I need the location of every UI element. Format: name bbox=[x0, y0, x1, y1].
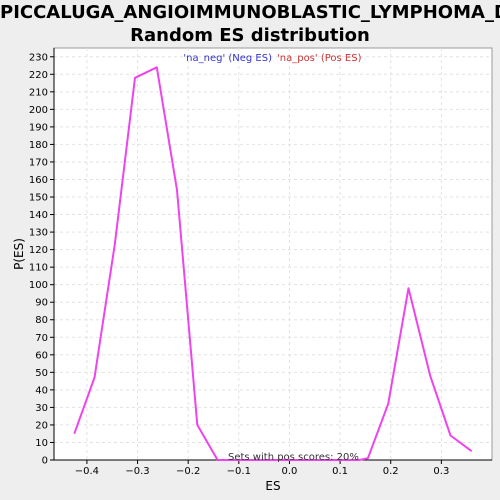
y-tick-label: 30 bbox=[35, 403, 48, 414]
series bbox=[73, 66, 473, 461]
y-axis-label: P(ES) bbox=[12, 238, 26, 270]
y-tick-label: 110 bbox=[29, 263, 48, 274]
y-tick-label: 70 bbox=[35, 333, 48, 344]
x-tick-label: −0.2 bbox=[176, 466, 200, 477]
y-tick-label: 120 bbox=[29, 245, 48, 256]
y-tick-label: 210 bbox=[29, 87, 48, 98]
y-tick-label: 130 bbox=[29, 228, 48, 239]
pos-scores-annotation: Sets with pos scores: 20% bbox=[228, 452, 359, 463]
legend-neg-label: 'na_neg' (Neg ES) bbox=[183, 53, 272, 64]
y-tick-label: 40 bbox=[35, 385, 48, 396]
y-tick-label: 0 bbox=[42, 456, 48, 467]
ticks: 0 10 20 30 40 50 60 70 80 90 100 110 120 130 140 150 160… bbox=[29, 52, 449, 477]
y-tick-label: 180 bbox=[29, 140, 48, 151]
y-tick-label: 50 bbox=[35, 368, 48, 379]
y-tick-label: 230 bbox=[29, 52, 48, 63]
y-tick-label: 220 bbox=[29, 70, 48, 81]
plot-area-background bbox=[53, 47, 493, 461]
es-distribution-line bbox=[73, 66, 473, 461]
y-tick-label: 200 bbox=[29, 105, 48, 116]
x-tick-label: 0.2 bbox=[383, 466, 399, 477]
x-tick-label: 0.0 bbox=[282, 466, 298, 477]
y-tick-label: 80 bbox=[35, 315, 48, 326]
y-tick-label: 100 bbox=[29, 280, 48, 291]
x-tick-label: 0.1 bbox=[332, 466, 348, 477]
x-tick-label: −0.3 bbox=[125, 466, 149, 477]
y-tick-label: 150 bbox=[29, 193, 48, 204]
y-tick-label: 10 bbox=[35, 438, 48, 449]
chart-title: PICCALUGA_ANGIOIMMUNOBLASTIC_LYMPHOMA_DN… bbox=[0, 0, 500, 47]
y-tick-label: 160 bbox=[29, 175, 48, 186]
legend-pos-label: 'na_pos' (Pos ES) bbox=[277, 53, 362, 64]
y-tick-label: 90 bbox=[35, 298, 48, 309]
y-tick-label: 140 bbox=[29, 210, 48, 221]
y-tick-label: 190 bbox=[29, 122, 48, 133]
x-tick-label: 0.3 bbox=[433, 466, 449, 477]
y-tick-label: 20 bbox=[35, 420, 48, 431]
x-tick-label: −0.1 bbox=[227, 466, 251, 477]
chart-title-line-2: Random ES distribution bbox=[130, 25, 370, 46]
x-axis-label: ES bbox=[265, 479, 280, 493]
y-tick-label: 60 bbox=[35, 350, 48, 361]
x-tick-label: −0.4 bbox=[75, 466, 99, 477]
chart-title-line-1: PICCALUGA_ANGIOIMMUNOBLASTIC_LYMPHOMA_DN… bbox=[0, 2, 500, 23]
grid-lines bbox=[54, 48, 492, 460]
y-tick-label: 170 bbox=[29, 157, 48, 168]
